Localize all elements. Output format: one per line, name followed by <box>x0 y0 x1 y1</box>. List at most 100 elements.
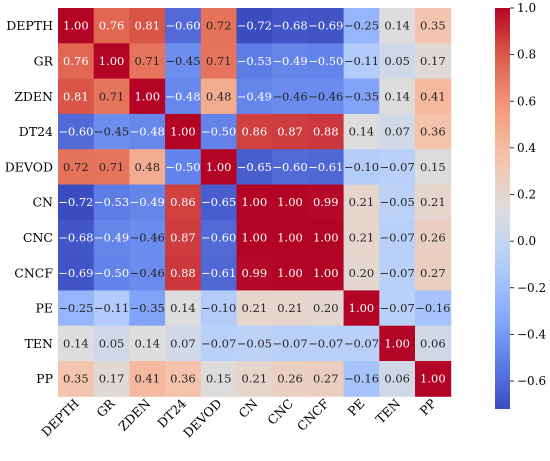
heatmap-cell <box>93 78 130 115</box>
cell-value-label: 0.87 <box>277 125 303 139</box>
cell-value-label: −0.07 <box>380 301 415 315</box>
cell-value-label: 1.00 <box>134 89 160 103</box>
cell-value-label: −0.46 <box>130 266 165 280</box>
heatmap-cell <box>58 43 95 80</box>
cell-value-label: −0.16 <box>344 372 379 386</box>
heatmap-cell <box>129 113 166 150</box>
heatmap-cell <box>93 43 130 80</box>
cell-value-label: 0.27 <box>313 372 339 386</box>
y-tick-label: TEN <box>25 336 53 351</box>
heatmap-cell <box>272 8 309 44</box>
cell-value-label: −0.07 <box>344 336 379 350</box>
cell-value-label: 0.71 <box>206 54 232 68</box>
cell-value-label: −0.60 <box>201 230 236 244</box>
cell-value-label: 0.99 <box>242 266 268 280</box>
heatmap-cell <box>165 255 202 291</box>
heatmap-cell <box>236 43 273 80</box>
heatmap-cell <box>165 325 202 362</box>
y-axis-labels: DEPTH GR ZDEN DT24 DEVOD CN CNC CNCF PE TEN PP <box>5 18 54 386</box>
cell-value-label: −0.05 <box>380 195 415 209</box>
cell-value-label: 1.00 <box>384 336 410 350</box>
heatmap-cell <box>93 113 130 150</box>
cell-value-label: 0.05 <box>99 336 125 350</box>
cell-value-label: 1.00 <box>99 54 125 68</box>
cell-value-label: −0.69 <box>58 266 93 280</box>
heatmap-cell <box>165 219 202 256</box>
cell-value-label: 1.00 <box>242 195 268 209</box>
heatmap-cell <box>129 325 166 362</box>
cell-value-label: 0.35 <box>63 372 89 386</box>
cell-value-label: 0.99 <box>313 195 339 209</box>
heatmap-cell <box>272 184 309 221</box>
heatmap-cell <box>415 325 452 362</box>
cell-value-label: −0.50 <box>201 125 236 139</box>
cell-value-label: −0.11 <box>94 301 129 315</box>
cell-value-label: −0.25 <box>344 19 379 33</box>
heatmap-cell <box>272 255 309 291</box>
cell-value-label: 0.72 <box>206 19 232 33</box>
cell-value-label: −0.53 <box>237 54 272 68</box>
cell-value-label: 0.14 <box>384 89 410 103</box>
cell-value-label: −0.07 <box>380 266 415 280</box>
y-tick-label: ZDEN <box>14 89 53 104</box>
heatmap-cell <box>200 78 237 115</box>
cell-value-label: 0.81 <box>63 89 89 103</box>
x-tick-label: CN <box>235 396 260 421</box>
cell-value-label: 0.81 <box>134 19 160 33</box>
heatmap-cell <box>379 290 416 327</box>
colorbar-tick-label: −0.4 <box>517 327 547 341</box>
x-tick-label: DEVOD <box>180 396 225 441</box>
heatmap-cell <box>272 43 309 80</box>
heatmap-cell <box>343 78 380 115</box>
cell-value-label: 1.00 <box>313 266 339 280</box>
cell-value-label: −0.53 <box>94 195 129 209</box>
cell-value-label: −0.07 <box>308 336 343 350</box>
y-tick-label: CN <box>32 195 53 210</box>
cell-value-label: −0.25 <box>58 301 93 315</box>
heatmap-cell <box>58 8 95 44</box>
cell-value-label: 0.15 <box>206 372 232 386</box>
cell-value-label: 0.41 <box>420 89 446 103</box>
heatmap-cell <box>93 325 130 362</box>
heatmap-cell <box>236 325 273 362</box>
heatmap-cell <box>200 361 237 397</box>
cell-value-label: −0.05 <box>237 336 272 350</box>
heatmap-cell <box>93 290 130 327</box>
heatmap-cell <box>379 184 416 221</box>
heatmap-cell <box>165 43 202 80</box>
cell-value-label: −0.49 <box>237 89 272 103</box>
heatmap-cell <box>58 255 95 291</box>
y-tick-label: CNCF <box>14 265 53 280</box>
heatmap-cell <box>200 43 237 80</box>
heatmap-cell <box>415 290 452 327</box>
cell-value-label: −0.11 <box>344 54 379 68</box>
cell-value-label: 0.06 <box>384 372 410 386</box>
cell-value-label: −0.48 <box>165 89 200 103</box>
colorbar-tick-label: −0.2 <box>517 281 546 295</box>
cell-value-label: 0.07 <box>384 125 410 139</box>
heatmap-cell <box>200 290 237 327</box>
heatmap-cell <box>343 43 380 80</box>
colorbar-tick-label: 0.4 <box>517 141 536 155</box>
cell-value-label: 0.26 <box>420 230 446 244</box>
heatmap-cell <box>272 361 309 397</box>
heatmap-cell <box>343 361 380 397</box>
cell-value-label: −0.72 <box>237 19 272 33</box>
cell-value-label: 0.87 <box>170 230 196 244</box>
heatmap-cell <box>272 219 309 256</box>
cell-value-label: 0.71 <box>99 89 125 103</box>
heatmap-cell <box>415 219 452 256</box>
cell-value-label: −0.72 <box>58 195 93 209</box>
heatmap-cell <box>415 361 452 397</box>
heatmap-cell <box>379 361 416 397</box>
heatmap-cell <box>307 78 345 115</box>
cell-value-label: −0.50 <box>94 266 129 280</box>
cell-value-label: −0.60 <box>272 160 307 174</box>
cell-value-label: 1.00 <box>349 301 375 315</box>
cell-value-label: −0.50 <box>308 54 343 68</box>
cell-value-label: 0.71 <box>134 54 160 68</box>
cell-value-label: −0.69 <box>308 19 343 33</box>
cell-value-label: −0.61 <box>201 266 236 280</box>
heatmap-cell <box>200 184 237 221</box>
cell-value-label: −0.46 <box>308 89 343 103</box>
